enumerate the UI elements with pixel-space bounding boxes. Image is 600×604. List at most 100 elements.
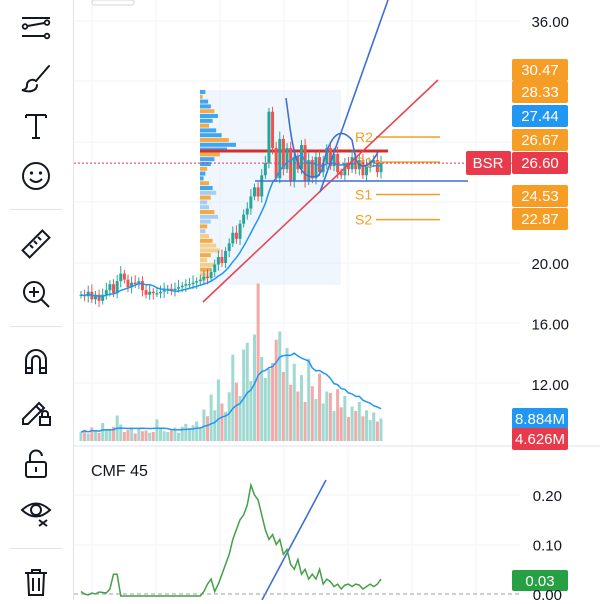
candle-body bbox=[307, 160, 311, 182]
volume-bar bbox=[169, 430, 173, 441]
trend-line-tool-icon[interactable] bbox=[14, 4, 58, 48]
volume-bar bbox=[357, 402, 361, 441]
cmf-indicator-title[interactable]: CMF 45 bbox=[91, 463, 148, 480]
candle-body bbox=[137, 281, 141, 285]
candle-body bbox=[328, 148, 332, 167]
volume-bar bbox=[310, 386, 314, 441]
price-tag-label: 24.53 bbox=[521, 188, 559, 205]
drawing-toolbar bbox=[0, 0, 74, 600]
volume-bar bbox=[195, 421, 199, 441]
pivot-level-label: S2 bbox=[355, 212, 372, 228]
price-tag-label: 26.60 bbox=[521, 155, 559, 172]
cmf-axis[interactable]: 0.20 0.10 0.00 bbox=[533, 488, 562, 600]
volume-profile-bar bbox=[200, 195, 211, 200]
volume-bar bbox=[220, 403, 224, 441]
candle-body bbox=[238, 223, 242, 239]
volume-profile-bar bbox=[200, 94, 203, 99]
price-tag bbox=[512, 152, 568, 174]
user-drawings[interactable] bbox=[202, 0, 468, 600]
chart-grid bbox=[74, 0, 520, 600]
price-tag-label: 8.884M bbox=[515, 411, 565, 428]
volume-bar bbox=[346, 417, 350, 441]
candle-body bbox=[361, 160, 365, 176]
toolbar-divider bbox=[10, 548, 62, 549]
brush-tool-icon[interactable] bbox=[14, 56, 58, 100]
volume-profile-bar bbox=[200, 99, 209, 104]
candle-body bbox=[130, 282, 134, 288]
symbol-badge-label: BSR bbox=[473, 155, 504, 172]
volume-bar bbox=[119, 424, 123, 441]
candle-body bbox=[97, 294, 101, 301]
candle-body bbox=[343, 163, 347, 176]
volume-profile-bar bbox=[200, 258, 208, 262]
candle-body bbox=[148, 291, 152, 295]
volume-bar bbox=[307, 358, 311, 441]
emoji-tool-icon[interactable] bbox=[14, 154, 58, 198]
volume-bar bbox=[249, 381, 253, 441]
volume-bar bbox=[173, 427, 177, 441]
volume-bar bbox=[271, 363, 275, 441]
volume-profile-bar bbox=[200, 162, 211, 166]
price-tag bbox=[512, 208, 568, 230]
volume-bar bbox=[112, 426, 116, 441]
candle-body bbox=[198, 279, 202, 282]
pivot-level-label: R1 bbox=[355, 154, 373, 170]
zoom-in-tool-icon[interactable] bbox=[14, 272, 58, 316]
text-tool-icon[interactable] bbox=[14, 104, 58, 148]
eye-icon[interactable] bbox=[14, 490, 58, 534]
volume-bar bbox=[245, 342, 249, 441]
pivot-levels: R2 R1 S1 S2 bbox=[355, 129, 440, 228]
volume-bar bbox=[289, 384, 293, 441]
candle-body bbox=[133, 282, 137, 285]
symbol-badge[interactable]: BSR bbox=[466, 151, 511, 175]
volume-profile-bar bbox=[200, 190, 217, 195]
candle-body bbox=[278, 138, 282, 179]
price-tag-label: 30.47 bbox=[521, 62, 559, 79]
price-axis[interactable]: 36.00 20.00 16.00 12.00 bbox=[531, 14, 569, 394]
price-tag bbox=[512, 408, 568, 430]
volume-profile-bar bbox=[200, 176, 204, 181]
price-tag-label: 22.87 bbox=[521, 211, 559, 228]
candle-body bbox=[234, 232, 238, 239]
candle-body bbox=[173, 288, 177, 291]
pivot-level-label: S1 bbox=[355, 186, 372, 202]
unlock-icon[interactable] bbox=[14, 442, 58, 486]
volume-bar bbox=[83, 429, 87, 441]
volume-profile-bar bbox=[200, 262, 215, 267]
volume-profile-bar bbox=[200, 142, 236, 147]
candle-body bbox=[379, 163, 383, 173]
candle-body bbox=[202, 276, 206, 280]
volume-profile-bar bbox=[200, 243, 217, 248]
cmf-trend-line[interactable] bbox=[261, 479, 327, 600]
ruler-tool-icon[interactable] bbox=[14, 222, 58, 266]
volume-profile-bar bbox=[200, 133, 222, 138]
volume-bars bbox=[79, 283, 383, 441]
trend-line-blue[interactable] bbox=[319, 0, 389, 193]
volume-bar bbox=[354, 411, 358, 441]
price-tag-label: 4.626M bbox=[515, 431, 565, 448]
curve-drawing[interactable] bbox=[285, 97, 379, 178]
volume-bar bbox=[224, 411, 228, 441]
volume-profile-bar bbox=[200, 238, 213, 243]
candle-body bbox=[184, 284, 188, 286]
magnet-tool-icon[interactable] bbox=[14, 340, 58, 384]
volume-moving-average bbox=[80, 352, 382, 433]
candle-body bbox=[195, 281, 199, 283]
volume-profile-bar bbox=[200, 248, 220, 253]
volume-bar bbox=[274, 339, 278, 441]
volume-bar bbox=[90, 427, 94, 441]
lock-drawing-icon[interactable] bbox=[14, 390, 58, 434]
volume-bar bbox=[328, 393, 332, 441]
candle-body bbox=[249, 196, 253, 209]
candle-body bbox=[292, 157, 296, 182]
volume-profile-bar bbox=[200, 123, 209, 128]
volume-bar bbox=[267, 369, 271, 441]
candle-body bbox=[119, 273, 123, 282]
candle-body bbox=[220, 256, 224, 263]
top-pill-control[interactable] bbox=[91, 0, 135, 6]
price-tag bbox=[512, 129, 568, 151]
volume-profile-bar bbox=[200, 214, 218, 219]
toolbar-divider bbox=[10, 326, 62, 327]
trash-icon[interactable] bbox=[14, 560, 58, 604]
